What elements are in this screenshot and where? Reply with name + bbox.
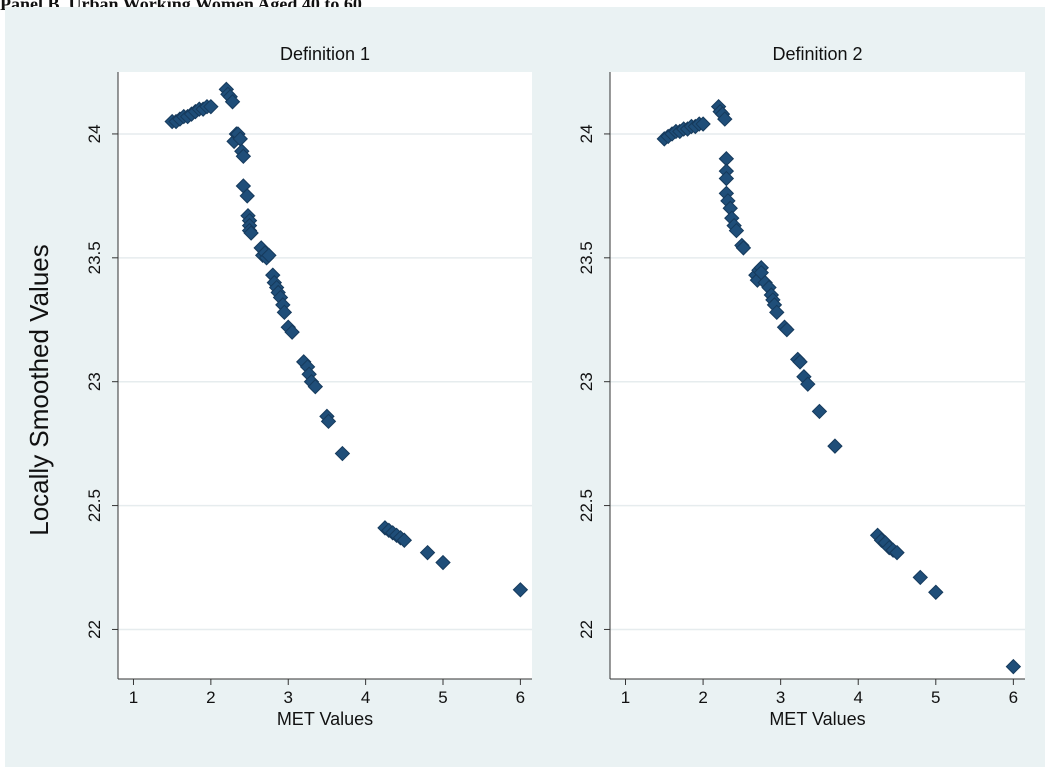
data-point [243,225,259,241]
y-tick-label: 23 [85,372,104,391]
data-point [779,321,795,338]
data-point [769,304,785,321]
data-point [239,188,255,204]
data-point [435,554,451,571]
data-point [928,584,944,600]
y-tick-label: 23.5 [85,241,104,274]
y-tick-label: 22 [85,620,104,639]
y-tick-label: 24 [577,124,596,143]
x-tick-label: 2 [206,688,215,707]
data-point [717,111,733,127]
data-point [396,532,413,548]
y-tick-label: 22.5 [85,489,104,522]
data-point [889,544,905,561]
x-axis-title: MET Values [769,709,865,729]
data-point [811,403,828,420]
data-point [735,240,752,256]
data-point [235,148,252,164]
data-point [718,170,735,187]
chart-frame: Locally Smoothed Values 22 22.5 23 23.5 24 1 2… [5,7,1045,767]
data-point [728,222,745,239]
y-axis-title: Locally Smoothed Values [24,244,54,535]
data-point [695,116,711,132]
data-point [203,98,219,115]
plot-area [610,72,1025,679]
data-point [276,304,293,321]
data-point [512,582,529,598]
y-tick-label: 22.5 [577,489,596,522]
panel-title: Definition 1 [280,44,370,64]
y-tick-label: 23 [577,372,596,391]
data-point [307,378,324,395]
x-tick-label: 1 [129,688,138,707]
x-tick-label: 2 [698,688,707,707]
x-tick-label: 6 [516,688,525,707]
y-tick-label: 23.5 [577,241,596,274]
data-point [320,413,337,430]
plot-area [118,72,532,679]
y-tick-label: 22 [577,620,596,639]
panel-title: Definition 2 [772,44,862,64]
x-tick-label: 5 [931,688,940,707]
data-point [827,438,843,454]
x-tick-label: 6 [1009,688,1018,707]
y-tick-label: 24 [85,124,104,143]
data-point [792,354,808,370]
x-tick-label: 3 [284,688,293,707]
x-tick-label: 4 [853,688,862,707]
x-tick-label: 1 [621,688,630,707]
data-point [912,569,928,586]
x-tick-label: 4 [361,688,370,707]
data-point [419,544,436,561]
data-point [261,247,277,264]
data-point [1005,658,1022,675]
x-tick-label: 3 [776,688,785,707]
x-axis-title: MET Values [277,709,373,729]
data-point [284,324,300,340]
data-point [334,445,351,462]
data-point [224,94,241,110]
data-point [800,376,816,392]
x-tick-label: 5 [438,688,447,707]
